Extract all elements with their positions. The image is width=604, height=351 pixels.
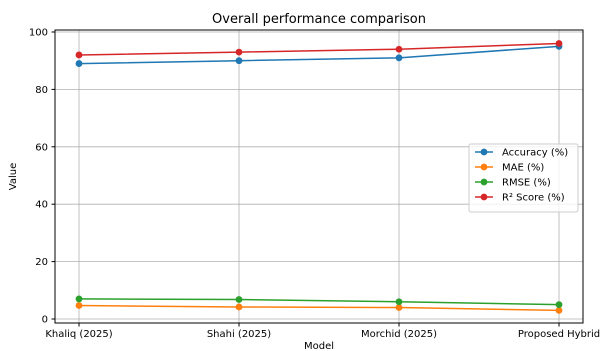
x-tick-label: Khaliq (2025) [45,329,112,340]
series-accuracy [75,42,563,67]
data-point [75,302,83,309]
data-point [235,48,243,56]
data-point [75,60,83,67]
series-group [75,40,563,314]
x-tick-label: Morchid (2025) [361,329,437,340]
data-point [235,57,243,65]
grid-lines [55,30,583,323]
plot-frame [54,29,584,324]
data-point [555,306,563,314]
series-line [78,45,560,65]
legend-swatch-marker [480,193,488,201]
y-axis-label: Value [8,163,19,190]
y-tick-label: 100 [29,28,48,39]
y-tick-label: 0 [42,315,48,326]
data-point [395,45,403,53]
data-point [555,301,563,309]
axes: 0 20 40 60 80 100 Khaliq (2025) Shahi (2025) Mor… [29,28,600,341]
legend-entry: MAE (%) [475,163,544,174]
data-point [235,303,243,311]
x-tick-label: Proposed Hybrid [518,329,600,340]
series-rmse [75,295,563,309]
series-mae [75,302,563,314]
data-point [75,51,83,59]
legend-swatch-marker [480,163,488,171]
y-tick-label: 80 [35,85,48,96]
legend-entry: RMSE (%) [475,178,551,189]
series-line [78,304,560,312]
series-r-score [75,40,563,59]
data-point [395,304,403,311]
data-point [235,296,243,303]
series-line [78,298,560,306]
legend-box [468,143,579,213]
y-tick-label: 20 [35,257,48,268]
data-point [75,295,83,303]
data-point [555,40,563,47]
legend-label: MAE (%) [502,163,544,174]
y-tick-label: 40 [35,200,48,211]
legend-label: RMSE (%) [502,178,551,189]
y-tick-label: 60 [35,142,48,153]
series-line [78,42,560,56]
legend: Accuracy (%) MAE (%) RMSE (%) R² Score (%) [468,143,579,213]
x-axis-label: Model [304,341,334,351]
legend-swatch-marker [480,178,488,186]
legend-label: R² Score (%) [502,193,565,204]
legend-entry: R² Score (%) [475,193,565,204]
data-point [395,298,403,306]
legend-swatch-marker [480,148,488,156]
x-tick-label: Shahi (2025) [207,329,271,340]
chart-title: Overall performance comparison [212,12,426,27]
data-point [395,54,403,62]
legend-entry: Accuracy (%) [475,148,568,159]
legend-label: Accuracy (%) [502,148,568,159]
